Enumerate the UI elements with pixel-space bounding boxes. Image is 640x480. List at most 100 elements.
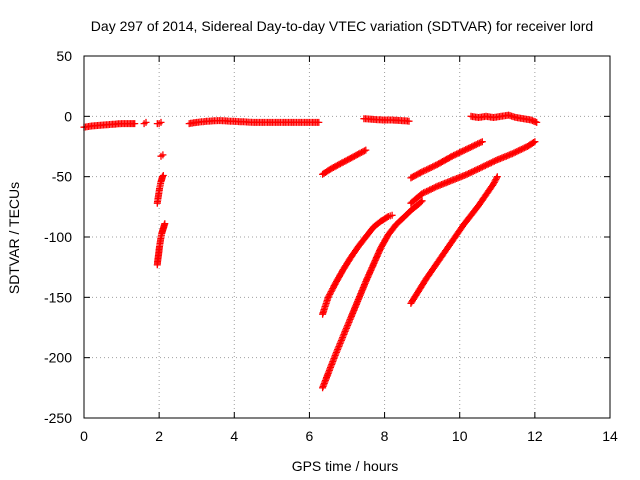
y-tick-label: -50 — [52, 169, 72, 185]
data-point — [517, 145, 525, 153]
data-point — [427, 164, 435, 171]
data-point — [131, 120, 139, 128]
data-point — [332, 350, 340, 358]
data-point — [354, 297, 362, 305]
data-point — [530, 139, 538, 146]
data-point — [159, 151, 167, 159]
x-tick-label: 0 — [80, 428, 88, 444]
x-tick-label: 12 — [527, 428, 543, 444]
x-tick-label: 6 — [306, 428, 314, 444]
data-point — [424, 187, 432, 195]
data-point — [533, 118, 541, 126]
data-point — [339, 332, 347, 340]
data-point — [383, 213, 391, 221]
data-segment — [153, 118, 165, 128]
chart-title: Day 297 of 2014, Sidereal Day-to-day VTE… — [91, 18, 593, 34]
data-segment — [319, 197, 426, 392]
data-point — [477, 164, 485, 172]
data-point — [475, 139, 483, 147]
data-point — [418, 168, 426, 176]
y-tick-label: -100 — [44, 229, 72, 245]
data-point — [486, 159, 494, 167]
y-tick-label: 0 — [64, 108, 72, 124]
data-segment — [153, 172, 167, 207]
points-layer — [80, 111, 541, 392]
data-point — [489, 158, 497, 166]
data-point — [337, 338, 345, 346]
data-point — [157, 118, 165, 126]
y-tick-label: -250 — [44, 410, 72, 426]
data-point — [346, 315, 354, 323]
x-axis-label: GPS time / hours — [292, 458, 399, 474]
data-point — [426, 164, 434, 172]
data-point — [421, 188, 429, 196]
data-segment — [407, 138, 539, 207]
data-segment — [319, 211, 396, 318]
data-point — [477, 138, 485, 146]
data-point — [159, 173, 166, 181]
data-point — [360, 147, 368, 155]
data-point — [513, 148, 521, 156]
data-point — [424, 165, 432, 173]
data-point — [466, 144, 474, 151]
labels-layer: Day 297 of 2014, Sidereal Day-to-day VTE… — [6, 18, 593, 474]
data-point — [344, 321, 352, 329]
data-point — [510, 149, 518, 157]
data-point — [465, 144, 473, 152]
data-point — [475, 165, 483, 172]
data-point — [468, 168, 476, 176]
data-point — [484, 160, 492, 168]
data-point — [471, 141, 479, 149]
axes-layer: 0 2 4 6 8 10 12 14 -250 -200 -150 -100 -50 0 50 — [44, 48, 618, 444]
data-point — [451, 151, 459, 159]
x-tick-label: 4 — [230, 428, 238, 444]
data-point — [421, 166, 429, 174]
x-tick-label: 8 — [381, 428, 389, 444]
data-segment — [140, 118, 150, 128]
data-point — [493, 173, 501, 181]
data-point — [465, 170, 473, 177]
y-tick-label: -150 — [44, 289, 72, 305]
data-point — [417, 198, 425, 206]
data-point — [351, 303, 359, 311]
data-point — [493, 174, 500, 182]
data-point — [361, 281, 368, 289]
data-point — [516, 146, 524, 154]
data-point — [481, 162, 489, 170]
data-point — [478, 138, 486, 146]
y-axis-label: SDTVAR / TECUs — [6, 182, 22, 294]
data-point — [432, 183, 440, 191]
y-tick-label: 50 — [56, 48, 72, 64]
data-point — [423, 187, 431, 195]
data-point — [430, 184, 438, 192]
data-segment — [157, 151, 167, 160]
data-point — [454, 149, 462, 157]
data-point — [159, 172, 167, 179]
data-point — [315, 118, 323, 126]
x-tick-label: 10 — [452, 428, 468, 444]
data-point — [334, 344, 342, 352]
data-point — [471, 167, 479, 175]
data-point — [478, 163, 486, 171]
data-point — [469, 167, 477, 175]
data-point — [356, 293, 363, 301]
data-segment — [360, 115, 413, 125]
data-point — [423, 166, 431, 174]
data-point — [472, 166, 480, 174]
data-point — [508, 150, 516, 158]
data-point — [349, 309, 357, 317]
data-point — [429, 185, 437, 192]
data-segment — [467, 111, 541, 126]
data-point — [474, 140, 482, 148]
data-point — [362, 146, 370, 154]
data-point — [420, 167, 428, 175]
data-segment — [80, 120, 139, 131]
data-point — [342, 326, 350, 334]
data-point — [463, 170, 471, 178]
data-segment — [185, 117, 323, 128]
data-point — [483, 161, 491, 169]
data-point — [418, 190, 426, 198]
y-tick-label: -200 — [44, 350, 72, 366]
data-point — [459, 147, 467, 155]
data-point — [450, 151, 458, 159]
